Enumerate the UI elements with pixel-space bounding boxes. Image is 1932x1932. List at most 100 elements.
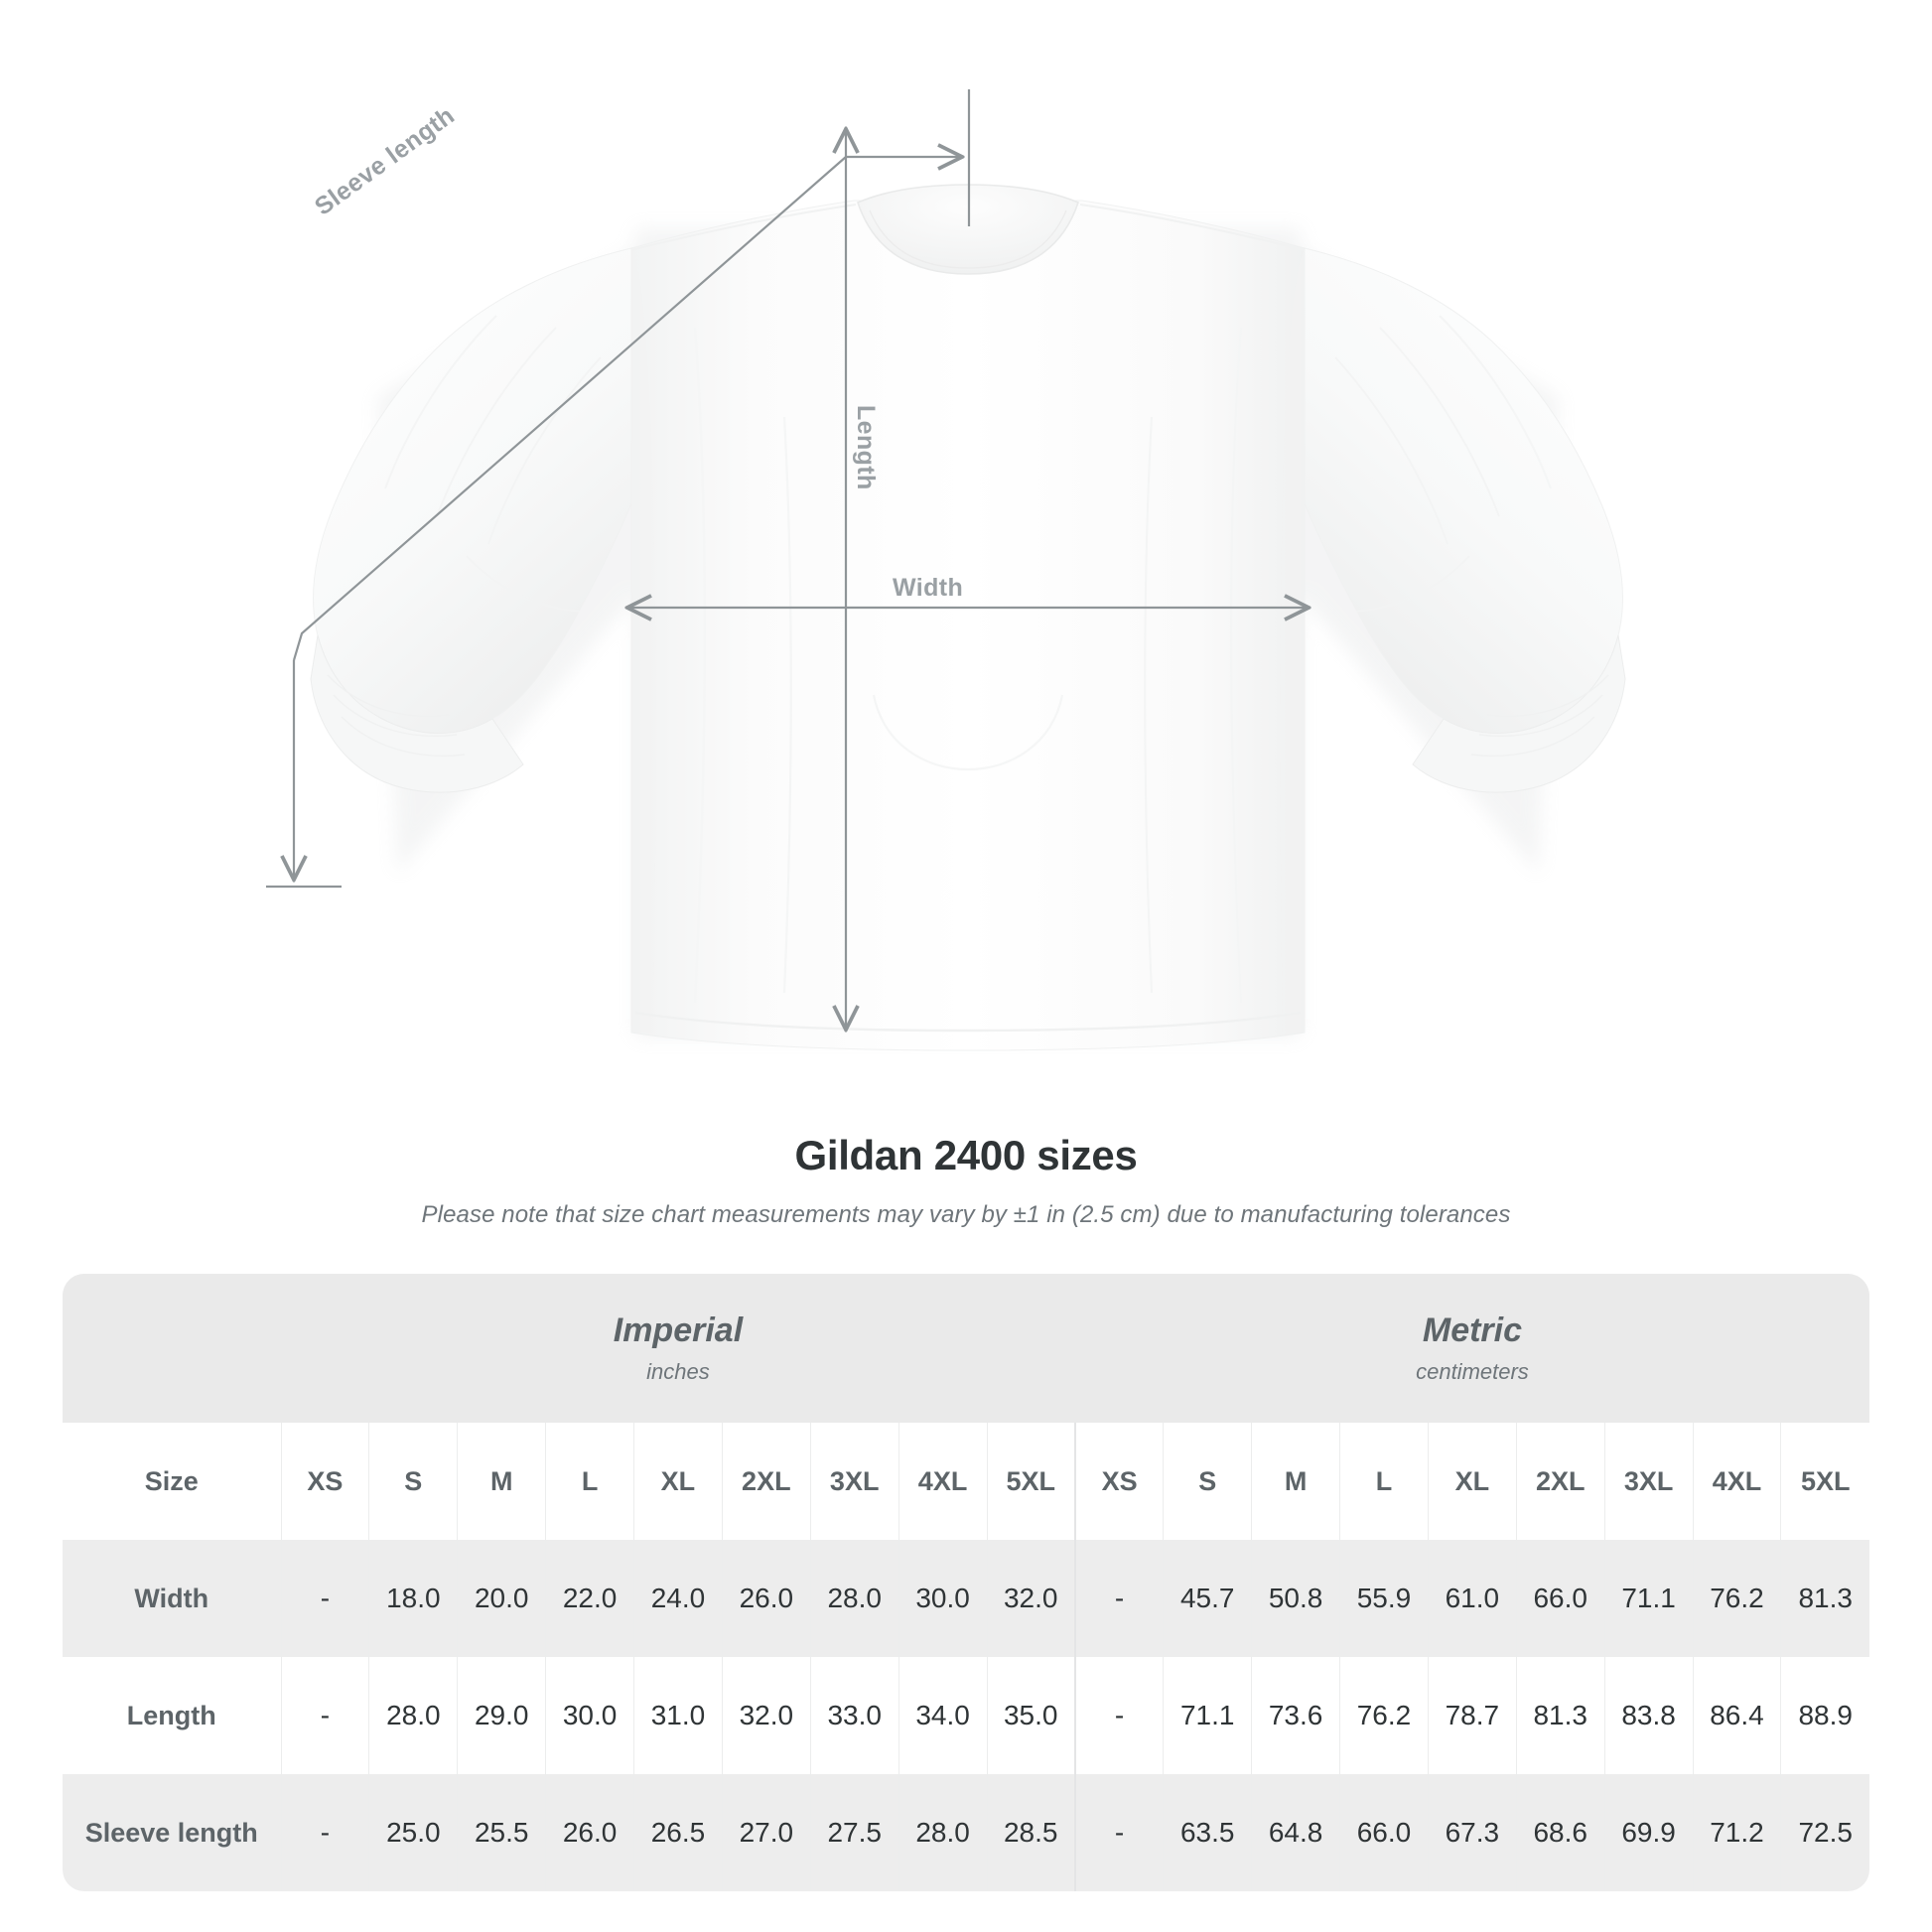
size-header-imperial-xl: XL [633,1423,723,1540]
size-header-metric-2xl: 2XL [1515,1423,1605,1540]
cell-length-metric-3xl: 83.8 [1603,1657,1694,1774]
cell-sleeve-length-imperial-xs: - [280,1774,369,1891]
size-header-metric-4xl: 4XL [1692,1423,1781,1540]
cell-width-imperial-5xl: 32.0 [986,1540,1075,1657]
cell-sleeve-length-imperial-s: 25.0 [368,1774,458,1891]
cell-sleeve-length-metric-3xl: 69.9 [1603,1774,1694,1891]
cell-length-imperial-2xl: 32.0 [721,1657,811,1774]
unit-group-subtitle: centimeters [1416,1358,1529,1384]
size-header-imperial-m: M [457,1423,546,1540]
cell-sleeve-length-imperial-5xl: 28.5 [986,1774,1075,1891]
cell-length-metric-4xl: 86.4 [1692,1657,1781,1774]
size-header-metric-5xl: 5XL [1780,1423,1869,1540]
cell-width-metric-2xl: 66.0 [1515,1540,1605,1657]
cell-width-imperial-3xl: 28.0 [809,1540,899,1657]
body-folds [693,327,1243,1004]
cell-width-imperial-xs: - [280,1540,369,1657]
cell-width-metric-5xl: 81.3 [1780,1540,1869,1657]
sleeve-length-dimension [266,89,971,889]
cell-length-imperial-4xl: 34.0 [897,1657,987,1774]
title-block: Gildan 2400 sizes Please note that size … [0,1132,1932,1229]
cell-sleeve-length-imperial-3xl: 27.5 [809,1774,899,1891]
row-label-length: Length [63,1657,281,1774]
cell-sleeve-length-metric-xl: 67.3 [1427,1774,1517,1891]
collar [857,184,1079,275]
cell-sleeve-length-imperial-xl: 26.5 [633,1774,723,1891]
size-header-imperial-l: L [545,1423,634,1540]
cell-length-metric-xs: - [1073,1657,1164,1774]
left-sleeve [313,247,636,734]
cell-width-imperial-s: 18.0 [368,1540,458,1657]
row-label-sleeve-length: Sleeve length [63,1774,281,1891]
right-cuff-ribbing [1470,674,1609,758]
size-header-row: Size XS S M L XL 2XL 3XL 4XL 5XL XS S M L XL 2XL 3XL 4XL 5… [63,1423,1869,1540]
cell-width-metric-4xl: 76.2 [1692,1540,1781,1657]
unit-band-row: Imperial inches Metric centimeters [63,1274,1869,1423]
cell-sleeve-length-imperial-l: 26.0 [545,1774,634,1891]
size-header-metric-xs: XS [1073,1423,1164,1540]
cell-length-metric-s: 71.1 [1163,1657,1252,1774]
right-cuff [1412,634,1626,793]
cell-sleeve-length-imperial-m: 25.5 [457,1774,546,1891]
cell-width-imperial-m: 20.0 [457,1540,546,1657]
left-sleeve-creases [384,315,602,613]
cell-length-imperial-xs: - [280,1657,369,1774]
size-chart-table-wrapper: Imperial inches Metric centimeters Size XS S M L… [63,1274,1869,1891]
cell-length-imperial-3xl: 33.0 [809,1657,899,1774]
table-row: Sleeve length -25.0 25.5 26.0 26.5 27.0 27.5 28… [63,1774,1869,1891]
size-chart-table: Imperial inches Metric centimeters Size XS S M L… [63,1274,1869,1891]
size-header-imperial-s: S [368,1423,458,1540]
shirt-body [630,200,1306,1051]
size-header-metric-l: L [1339,1423,1429,1540]
cell-sleeve-length-metric-5xl: 72.5 [1780,1774,1869,1891]
cell-sleeve-length-metric-s: 63.5 [1163,1774,1252,1891]
table-row: Length -28.0 29.0 30.0 31.0 32.0 33.0 34.0 35.0-… [63,1657,1869,1774]
size-header-label: Size [63,1423,281,1540]
row-label-width: Width [63,1540,281,1657]
cell-length-metric-m: 73.6 [1251,1657,1340,1774]
tolerance-note: Please note that size chart measurements… [421,1201,1511,1228]
cell-length-imperial-m: 29.0 [457,1657,546,1774]
unit-group-imperial: Imperial inches [281,1274,1075,1423]
right-sleeve-creases [1334,315,1552,613]
length-label: Length [852,405,880,490]
size-header-imperial-xs: XS [280,1423,369,1540]
cell-sleeve-length-imperial-4xl: 28.0 [897,1774,987,1891]
shirt-illustration [266,89,1626,1051]
garment-diagram: Sleeve length Length Width [266,89,1626,1051]
left-shoulder-seam [630,204,857,251]
cell-sleeve-length-metric-2xl: 68.6 [1515,1774,1605,1891]
size-header-metric-s: S [1163,1423,1252,1540]
cell-sleeve-length-metric-m: 64.8 [1251,1774,1340,1891]
unit-band-spacer [63,1274,281,1423]
cell-width-metric-m: 50.8 [1251,1540,1340,1657]
size-header-imperial-3xl: 3XL [809,1423,899,1540]
cell-length-metric-2xl: 81.3 [1515,1657,1605,1774]
width-label: Width [893,574,964,602]
unit-group-name: Metric [1422,1311,1523,1350]
body-right-shade [1280,248,1305,1033]
bottom-hem [634,1011,1302,1033]
page-title: Gildan 2400 sizes [794,1132,1138,1178]
size-header-imperial-4xl: 4XL [897,1423,987,1540]
size-header-metric-m: M [1251,1423,1340,1540]
cell-sleeve-length-imperial-2xl: 27.0 [721,1774,811,1891]
size-header-imperial-2xl: 2XL [721,1423,811,1540]
cell-sleeve-length-metric-4xl: 71.2 [1692,1774,1781,1891]
table-row: Width -18.0 20.0 22.0 24.0 26.0 28.0 30.0 32.0-4… [63,1540,1869,1657]
cell-length-metric-l: 76.2 [1339,1657,1429,1774]
unit-group-metric: Metric centimeters [1074,1274,1869,1423]
size-header-imperial-5xl: 5XL [986,1423,1075,1540]
cell-length-imperial-l: 30.0 [545,1657,634,1774]
cell-width-imperial-l: 22.0 [545,1540,634,1657]
collar-inner [869,209,1067,269]
cell-length-metric-xl: 78.7 [1427,1657,1517,1774]
size-header-metric-xl: XL [1427,1423,1517,1540]
cell-width-imperial-4xl: 30.0 [897,1540,987,1657]
cell-length-imperial-5xl: 35.0 [986,1657,1075,1774]
right-sleeve [1300,247,1623,734]
cell-width-metric-xs: - [1073,1540,1164,1657]
cell-width-metric-xl: 61.0 [1427,1540,1517,1657]
cell-width-metric-l: 55.9 [1339,1540,1429,1657]
cell-width-metric-3xl: 71.1 [1603,1540,1694,1657]
